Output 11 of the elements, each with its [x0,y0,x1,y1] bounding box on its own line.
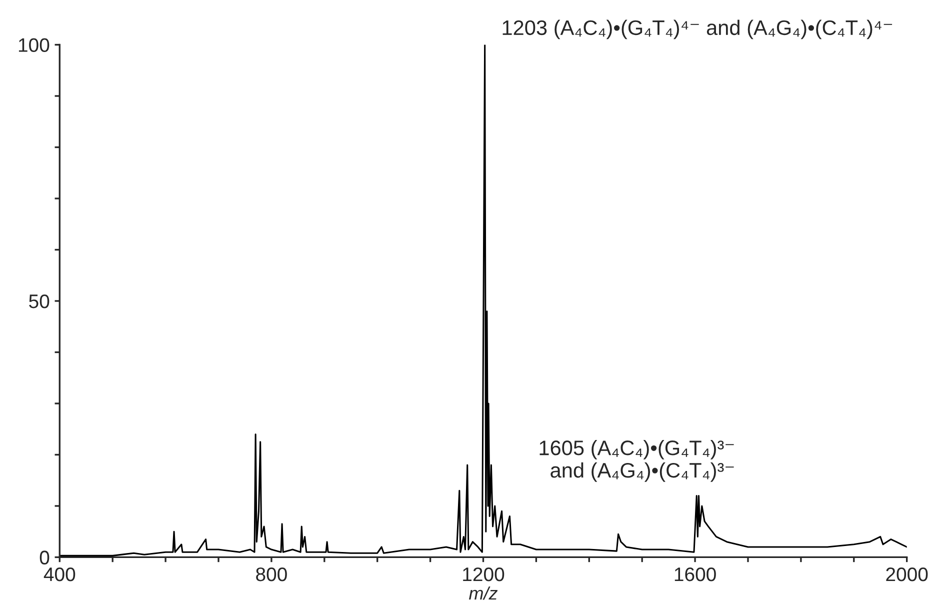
y-tick-label: 100 [18,38,50,52]
annotation: 1605 (A₄C₄)•(G₄T₄)³⁻ and (A₄G₄)•(C₄T₄)³⁻ [540,440,734,482]
x-tick-label: 1600 [674,567,716,582]
x-tick-label: 2000 [886,567,928,582]
x-tick-label: 1200 [463,567,504,582]
y-tick-label: 50 [29,294,50,308]
x-tick-label: 400 [44,567,76,582]
y-tick-label: 0 [40,550,50,564]
annotation: 1203 (A₄C₄)•(G₄T₄)⁴⁻ and (A₄G₄)•(C₄T₄)⁴⁻ [502,20,892,40]
x-tick-label: 800 [256,567,287,582]
x-axis-title: m/z [469,586,498,600]
